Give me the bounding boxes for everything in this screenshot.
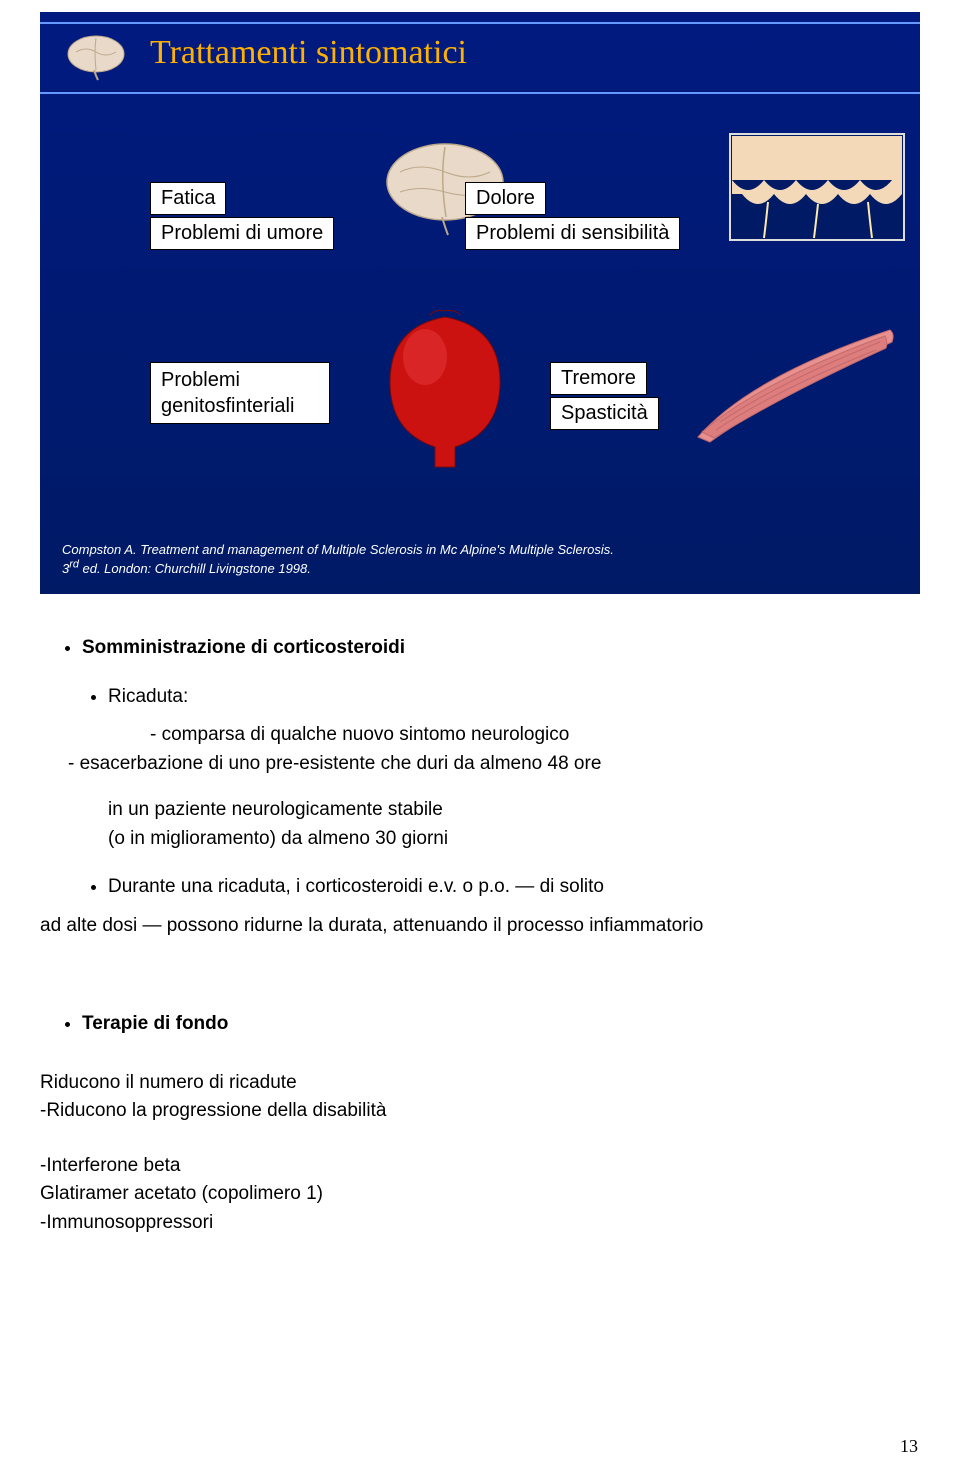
citation-line2: 3rd ed. London: Churchill Livingstone 19… <box>62 561 311 576</box>
brain-header-icon <box>64 32 128 82</box>
heading-corticosteroidi: Somministrazione di corticosteroidi <box>82 634 920 663</box>
terapie-line1: Riducono il numero di ricadute <box>40 1069 920 1098</box>
interferone-line3: -Immunosoppressori <box>40 1209 920 1238</box>
slide-title: Trattamenti sintomatici <box>150 34 467 72</box>
header-rule-top <box>40 22 920 24</box>
durante-bullet: Durante una ricaduta, i corticosteroidi … <box>108 873 920 902</box>
bladder-illustration-icon <box>375 307 515 472</box>
heading-terapie: Terapie di fondo <box>82 1010 920 1039</box>
label-dolore: Dolore <box>465 182 546 215</box>
ricaduta-label: Ricaduta: <box>108 683 920 712</box>
citation-line1: Compston A. Treatment and management of … <box>62 542 614 557</box>
label-tremore: Tremore <box>550 362 647 395</box>
label-fatica: Fatica <box>150 182 226 215</box>
label-sensibilita: Problemi di sensibilità <box>465 217 680 250</box>
slide-citation: Compston A. Treatment and management of … <box>62 541 898 578</box>
durante-cont: ad alte dosi — possono ridurne la durata… <box>40 912 920 941</box>
stabile-line2: (o in miglioramento) da almeno 30 giorni <box>40 825 920 854</box>
stabile-line1: in un paziente neurologicamente stabile <box>40 796 920 825</box>
slide-panel: Trattamenti sintomatici Fatica Problemi … <box>40 12 920 594</box>
muscle-illustration-icon <box>690 322 905 447</box>
ricaduta-line2: - esacerbazione di uno pre-esistente che… <box>40 750 920 779</box>
label-umore: Problemi di umore <box>150 217 334 250</box>
skin-illustration-icon <box>728 132 906 242</box>
terapie-line2: -Riducono la progressione della disabili… <box>40 1097 920 1126</box>
document-body: Somministrazione di corticosteroidi Rica… <box>40 634 920 1237</box>
interferone-line2: Glatiramer acetato (copolimero 1) <box>40 1180 920 1209</box>
ricaduta-line1: - comparsa di qualche nuovo sintomo neur… <box>40 721 920 750</box>
header-rule-bottom <box>40 92 920 94</box>
interferone-line1: -Interferone beta <box>40 1152 920 1181</box>
label-spasticita: Spasticità <box>550 397 659 430</box>
page-number: 13 <box>900 1436 918 1457</box>
label-genitosfinteriali: Problemi genitosfinteriali <box>150 362 330 424</box>
